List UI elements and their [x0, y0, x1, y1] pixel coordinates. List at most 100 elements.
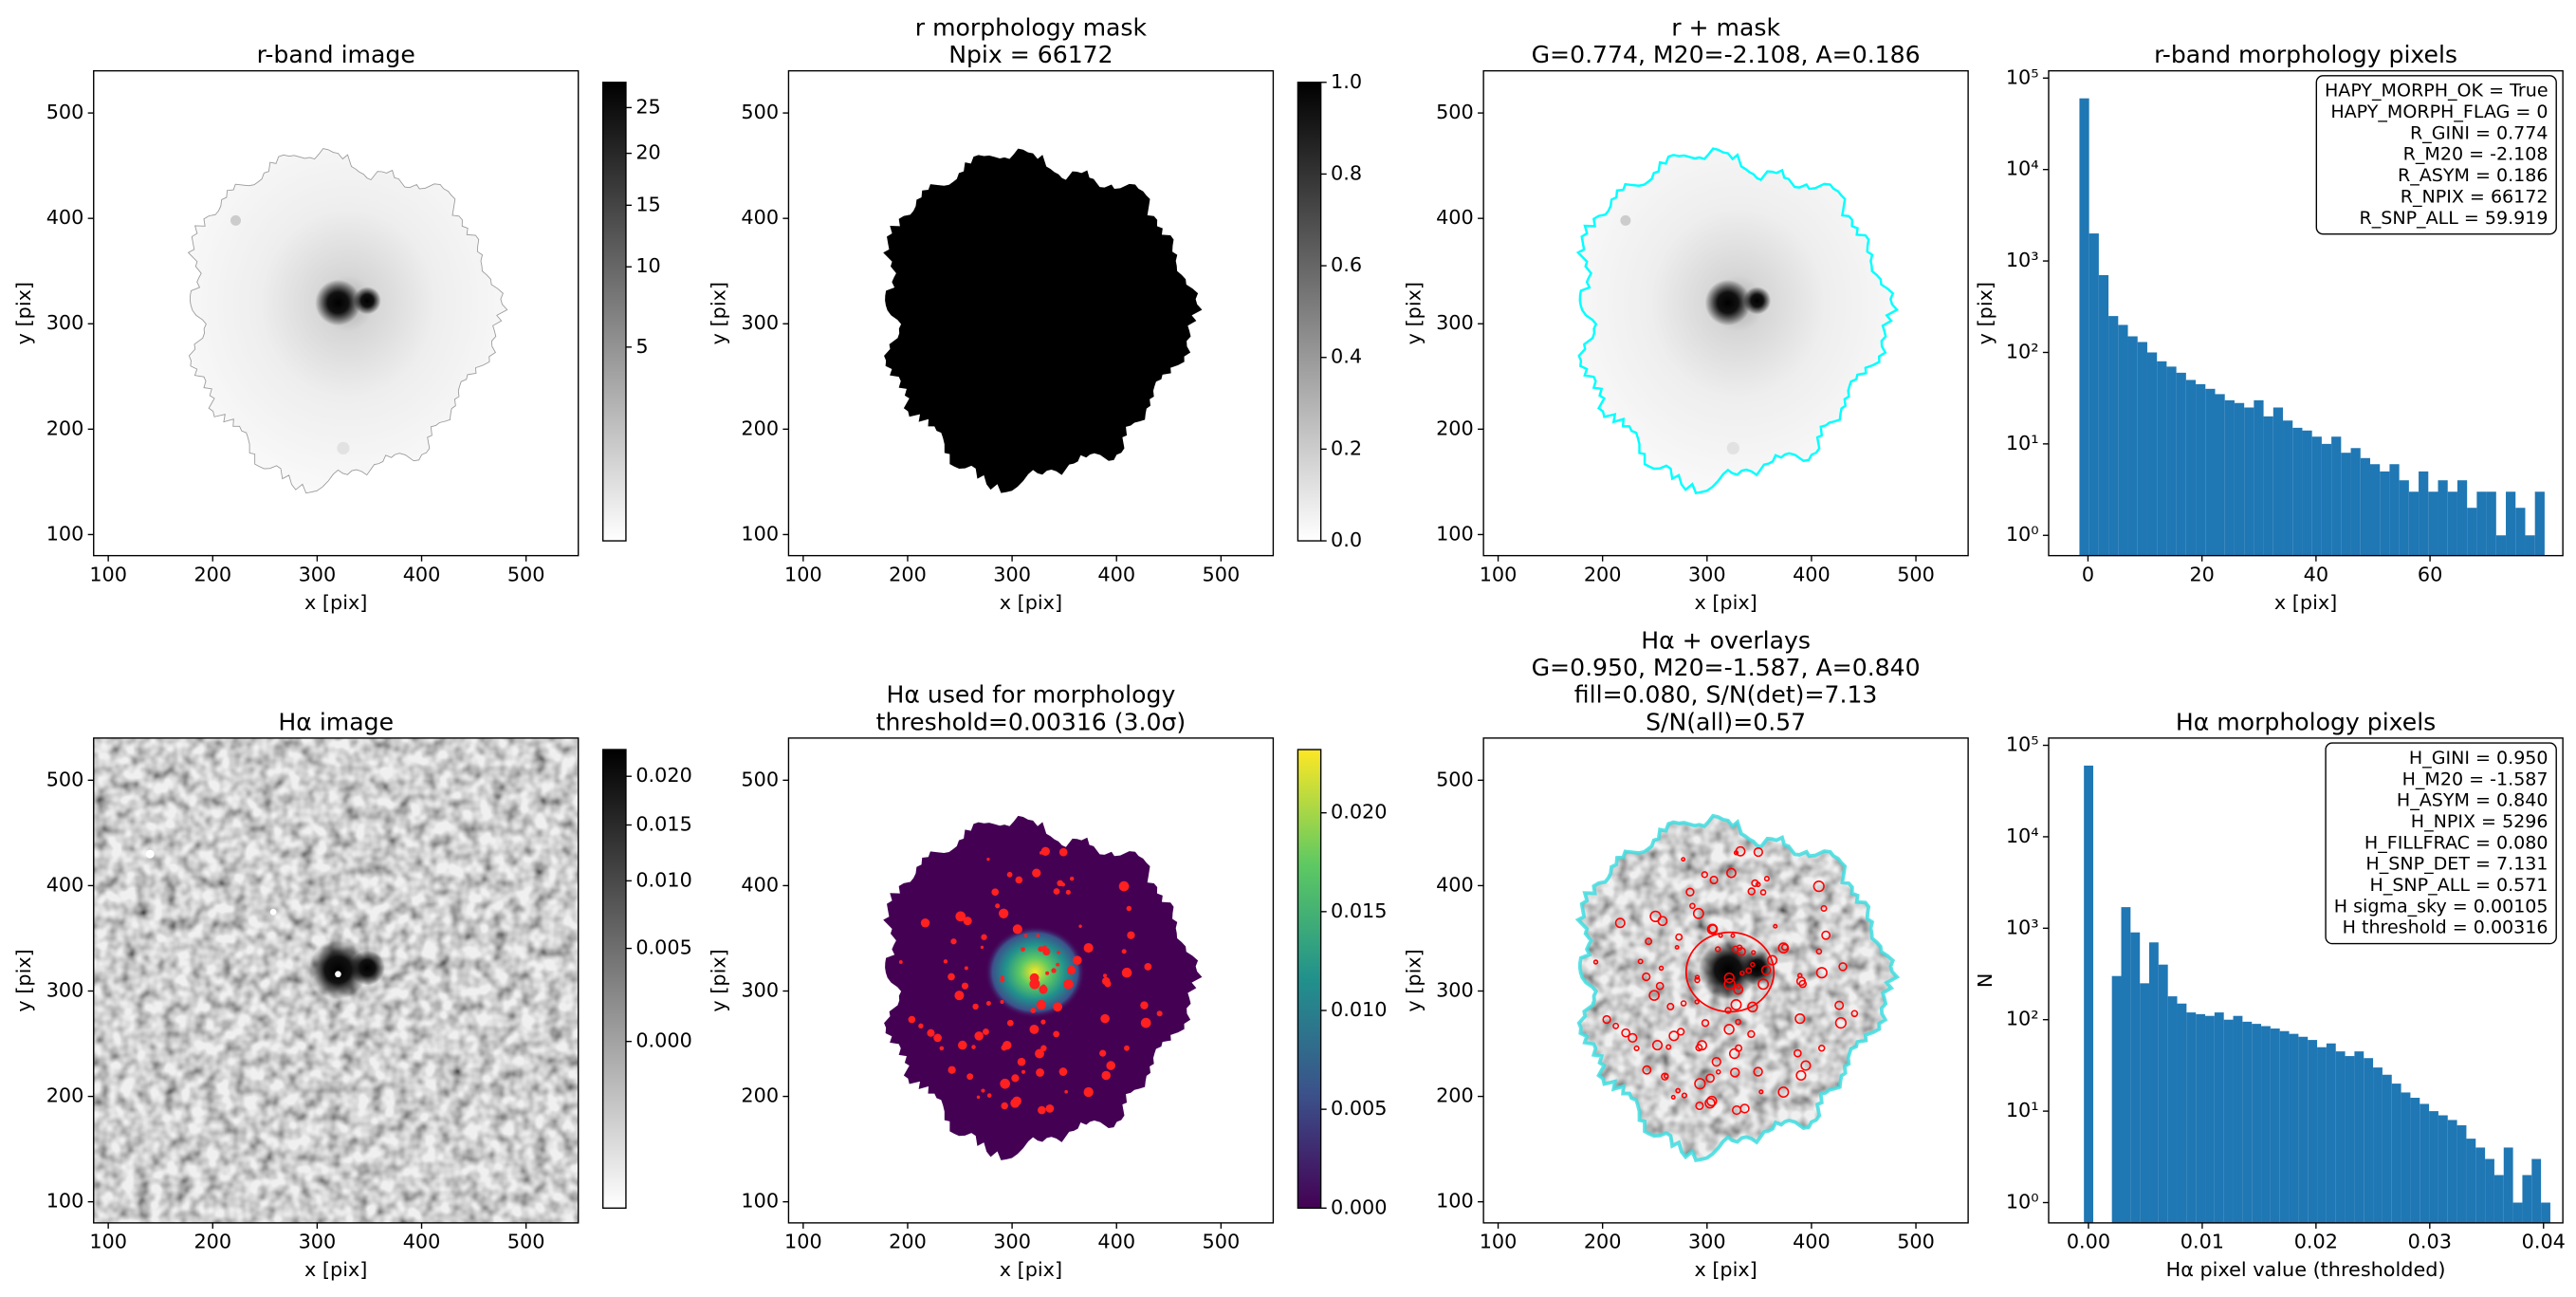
panel-title: fill=0.080, S/N(det)=7.13: [1574, 681, 1878, 709]
detection-spot: [1040, 1019, 1046, 1025]
detection-contour: [1658, 965, 1665, 972]
detection-spot: [1126, 905, 1132, 912]
y-tick-label: 10⁴: [2006, 825, 2039, 847]
detection-contour: [1730, 933, 1736, 938]
panel-title: Hα used for morphology: [887, 681, 1176, 709]
detection-contour: [1745, 967, 1753, 974]
colorbar-tick-label: 0.005: [635, 936, 691, 959]
histogram-bar: [2410, 1098, 2420, 1223]
colorbar-tick-label: 0.005: [1331, 1097, 1387, 1120]
histogram-bar: [2475, 1147, 2486, 1223]
x-axis-label: Hα pixel value (thresholded): [2166, 1258, 2446, 1281]
detection-contour: [1670, 1094, 1676, 1100]
detection-contour: [1708, 924, 1718, 934]
detection-contour: [1642, 1065, 1652, 1075]
panel-title: r-band morphology pixels: [2154, 41, 2457, 68]
x-tick-label: 500: [507, 1231, 545, 1253]
x-tick-label: 400: [403, 1231, 441, 1253]
detection-spot: [1036, 934, 1040, 937]
annotation-line: H_NPIX = 5296: [2411, 811, 2548, 832]
colorbar-tick-label: 1.0: [1331, 70, 1362, 93]
y-tick-label: 500: [46, 101, 84, 123]
histogram-bar: [2224, 399, 2235, 556]
x-tick-label: 500: [1897, 563, 1935, 585]
y-tick-label: 10²: [2006, 1008, 2039, 1030]
detection-contour: [1655, 981, 1665, 991]
detection-spot: [933, 1033, 942, 1043]
detection-contour: [1817, 1045, 1826, 1052]
x-axis-label: x [pix]: [304, 591, 367, 614]
y-tick-label: 300: [1436, 979, 1474, 1002]
detection-spot: [963, 917, 972, 926]
annotation-line: R_ASYM = 0.186: [2398, 165, 2548, 186]
detection-spot: [1038, 1105, 1046, 1115]
histogram-bar: [2261, 1026, 2271, 1223]
x-axis-label: x [pix]: [304, 1258, 367, 1281]
y-tick-label: 400: [46, 206, 84, 229]
annotation-line: H_SNP_ALL = 0.571: [2370, 875, 2548, 896]
axes-frame: [1482, 69, 1969, 557]
colorbar: [602, 749, 627, 1209]
histogram-bar: [2263, 416, 2273, 556]
detection-spot: [1057, 950, 1060, 954]
detection-spot: [1058, 1067, 1068, 1076]
x-tick-label: 400: [1793, 1231, 1831, 1253]
detection-spot: [986, 1093, 992, 1098]
histogram-bar: [2506, 491, 2516, 556]
detection-contour: [1773, 923, 1778, 929]
detection-contour: [1759, 889, 1767, 896]
histogram-bar: [2380, 471, 2390, 556]
detection-contour: [1648, 990, 1660, 1001]
histogram-bar: [2456, 480, 2468, 556]
detection-contour: [1633, 1045, 1640, 1051]
galaxy-core: [315, 279, 361, 326]
detection-contour: [1614, 917, 1626, 929]
histogram-bar: [2252, 1024, 2262, 1223]
y-tick-label: 10²: [2006, 340, 2039, 362]
histogram-bar: [2515, 508, 2526, 556]
annotation-box: [2315, 75, 2557, 235]
histogram-bar: [2382, 1074, 2392, 1223]
detection-contour: [1798, 979, 1808, 989]
histogram-bar: [2447, 1120, 2457, 1223]
detection-contour: [1735, 1018, 1741, 1026]
detection-spot: [1015, 876, 1023, 884]
x-tick-label: 200: [889, 563, 927, 585]
histogram-bar: [2401, 1092, 2411, 1223]
histogram-bar: [2205, 388, 2216, 556]
detection-spot: [998, 908, 1009, 918]
detection-contour: [1726, 867, 1737, 879]
detection-spot: [1057, 880, 1063, 887]
detection-contour: [1753, 847, 1764, 858]
colorbar-tick-label: 0.0: [1331, 528, 1362, 551]
detection-contour: [1794, 1013, 1806, 1025]
image-layer: [1574, 813, 1901, 1163]
histogram-bar: [2335, 1051, 2346, 1223]
detection-contour: [1694, 1078, 1706, 1090]
detection-contour: [1628, 1032, 1638, 1044]
detection-spot: [985, 1001, 991, 1007]
histogram-bar: [2146, 352, 2158, 556]
y-tick-label: 300: [46, 979, 84, 1002]
histogram-bar: [2341, 453, 2351, 556]
detection-spot: [1021, 1069, 1026, 1074]
axes-frame: [787, 737, 1275, 1224]
detection-spot: [964, 966, 968, 971]
x-tick-label: 300: [299, 563, 337, 585]
y-axis-label: N: [1974, 973, 1996, 989]
histogram-bar: [2242, 1021, 2253, 1223]
y-tick-label: 300: [46, 311, 84, 334]
detection-spot: [1029, 978, 1040, 990]
detection-contour: [1692, 907, 1704, 919]
colorbar-tick-label: 15: [635, 193, 660, 215]
detection-spot: [1127, 931, 1135, 939]
detection-contour: [1685, 887, 1695, 897]
detection-spot: [986, 858, 990, 862]
detection-spot: [1045, 1104, 1055, 1113]
detection-spot: [1030, 1007, 1037, 1013]
annotation-line: R_M20 = -2.108: [2403, 144, 2548, 165]
detection-spot: [1000, 1078, 1010, 1089]
histogram-bar: [2177, 1003, 2187, 1223]
y-axis-label: y [pix]: [1974, 282, 1996, 344]
detection-spot: [1058, 847, 1068, 857]
